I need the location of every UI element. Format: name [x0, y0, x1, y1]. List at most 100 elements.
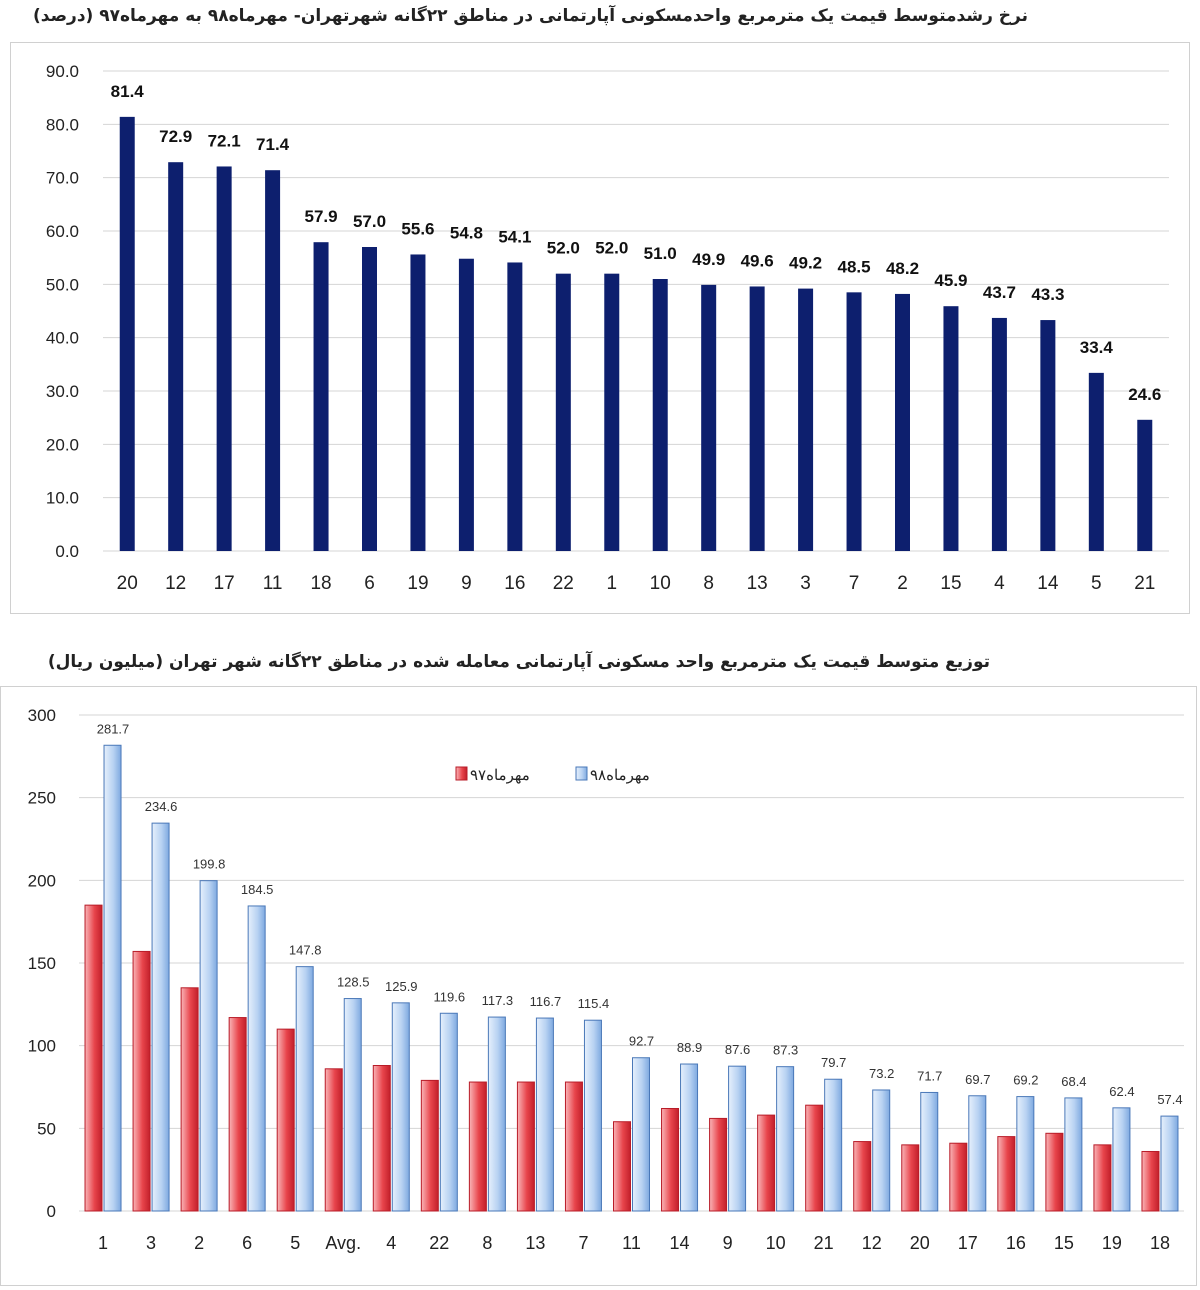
data-label: 128.5: [337, 975, 370, 990]
data-label: 117.3: [482, 993, 514, 1008]
bar-1397: [516, 1081, 535, 1212]
bar: [895, 293, 910, 551]
bar-1397: [228, 1017, 247, 1212]
x-tick-label: 11: [263, 573, 283, 594]
x-tick-label: 4: [994, 573, 1005, 594]
bar-1397: [420, 1079, 439, 1212]
x-tick-label: 4: [386, 1233, 396, 1253]
bar-1397: [132, 950, 151, 1212]
y-tick-label: 40.0: [46, 329, 79, 348]
data-label: 49.6: [741, 251, 774, 270]
data-label: 199.8: [193, 857, 226, 872]
bar: [313, 242, 329, 551]
bar-1398: [535, 1017, 554, 1212]
bar-1397: [276, 1028, 295, 1212]
bar-1397: [372, 1065, 391, 1212]
y-tick-label: 10.0: [46, 489, 79, 508]
bar: [265, 170, 281, 551]
data-label: 57.0: [353, 212, 386, 231]
bar: [846, 292, 862, 551]
x-tick-label: 20: [910, 1233, 930, 1253]
x-tick-label: 3: [146, 1233, 156, 1253]
data-label: 33.4: [1080, 338, 1114, 357]
bar-1398: [391, 1002, 410, 1212]
x-tick-label: 3: [800, 573, 811, 594]
x-tick-label: 15: [1054, 1233, 1074, 1253]
y-tick-label: 30.0: [46, 382, 79, 401]
x-tick-label: 20: [117, 573, 138, 594]
x-tick-label: 19: [407, 573, 428, 594]
x-tick-label: 12: [165, 573, 186, 594]
x-tick-label: Avg.: [325, 1233, 361, 1253]
bar-1397: [180, 987, 199, 1212]
data-label: 48.2: [886, 259, 919, 278]
x-tick-label: 1: [606, 573, 617, 594]
data-label: 87.6: [725, 1042, 750, 1057]
bar-1397: [84, 904, 103, 1212]
bar-1397: [468, 1081, 487, 1212]
data-label: 71.4: [256, 135, 290, 154]
bar-1397: [613, 1121, 631, 1212]
bar: [749, 286, 765, 551]
data-label: 51.0: [644, 244, 677, 263]
y-tick-label: 0: [47, 1202, 56, 1221]
bar-1398: [728, 1065, 747, 1212]
legend-swatch: [575, 766, 588, 781]
data-label: 234.6: [145, 799, 178, 814]
chart1-panel: 0.0 10.0 20.0 30.0 40.0 50.0 60.0 70.0 80.0 90.0 8…: [10, 42, 1190, 614]
y-tick-label: 80.0: [46, 115, 79, 134]
bar-1397: [949, 1142, 968, 1212]
legend-label: مهرماه۹۷: [470, 767, 530, 784]
legend-swatch: [455, 766, 468, 781]
data-label: 52.0: [595, 239, 628, 258]
bar-1398: [824, 1078, 843, 1212]
x-tick-label: 21: [814, 1233, 834, 1253]
x-tick-label: 17: [958, 1233, 978, 1253]
data-label: 92.7: [629, 1034, 654, 1049]
bar-1397: [853, 1141, 872, 1212]
bar-1398: [343, 998, 362, 1212]
x-tick-label: 5: [1091, 573, 1102, 594]
x-tick-label: 8: [703, 573, 714, 594]
data-label: 281.7: [97, 721, 130, 736]
bar-1398: [920, 1091, 939, 1212]
data-label: 49.2: [789, 254, 822, 273]
data-label: 68.4: [1061, 1074, 1086, 1089]
data-label: 49.9: [692, 250, 725, 269]
chart2-panel: 0 50 100 150 200 250 300 281.7 1 234.6 3 199.8 2 184.…: [0, 686, 1197, 1286]
data-label: 88.9: [677, 1040, 702, 1055]
y-tick-label: 300: [28, 706, 56, 725]
x-tick-label: 7: [578, 1233, 588, 1253]
bar-1397: [324, 1068, 343, 1212]
x-tick-label: 18: [310, 573, 331, 594]
bar: [362, 247, 377, 551]
bar: [216, 166, 232, 551]
y-tick-label: 60.0: [46, 222, 79, 241]
bar: [1040, 320, 1056, 551]
bar-1397: [997, 1136, 1016, 1212]
bar-1398: [103, 744, 122, 1212]
data-label: 48.5: [837, 257, 870, 276]
bar: [943, 306, 959, 551]
x-tick-label: 18: [1150, 1233, 1170, 1253]
x-tick-label: 6: [364, 573, 375, 594]
bar-1398: [632, 1057, 650, 1212]
y-tick-label: 90.0: [46, 62, 79, 81]
bar: [1088, 372, 1104, 551]
x-tick-label: 5: [290, 1233, 300, 1253]
x-tick-label: 9: [723, 1233, 733, 1253]
bar-1398: [1160, 1115, 1179, 1212]
x-tick-label: 7: [849, 573, 860, 594]
x-tick-label: 1: [98, 1233, 108, 1253]
y-tick-label: 20.0: [46, 435, 79, 454]
data-label: 45.9: [934, 271, 967, 290]
data-label: 81.4: [111, 82, 145, 101]
bar: [410, 254, 426, 551]
data-label: 184.5: [241, 882, 274, 897]
chart2-title: توزیع متوسط قیمت یک مترمربع واحد مسکونی …: [47, 652, 990, 672]
bar-1398: [583, 1019, 602, 1212]
data-label: 54.1: [498, 227, 531, 246]
data-label: 43.3: [1031, 285, 1064, 304]
x-tick-label: 21: [1134, 573, 1155, 594]
data-label: 71.7: [917, 1068, 942, 1083]
